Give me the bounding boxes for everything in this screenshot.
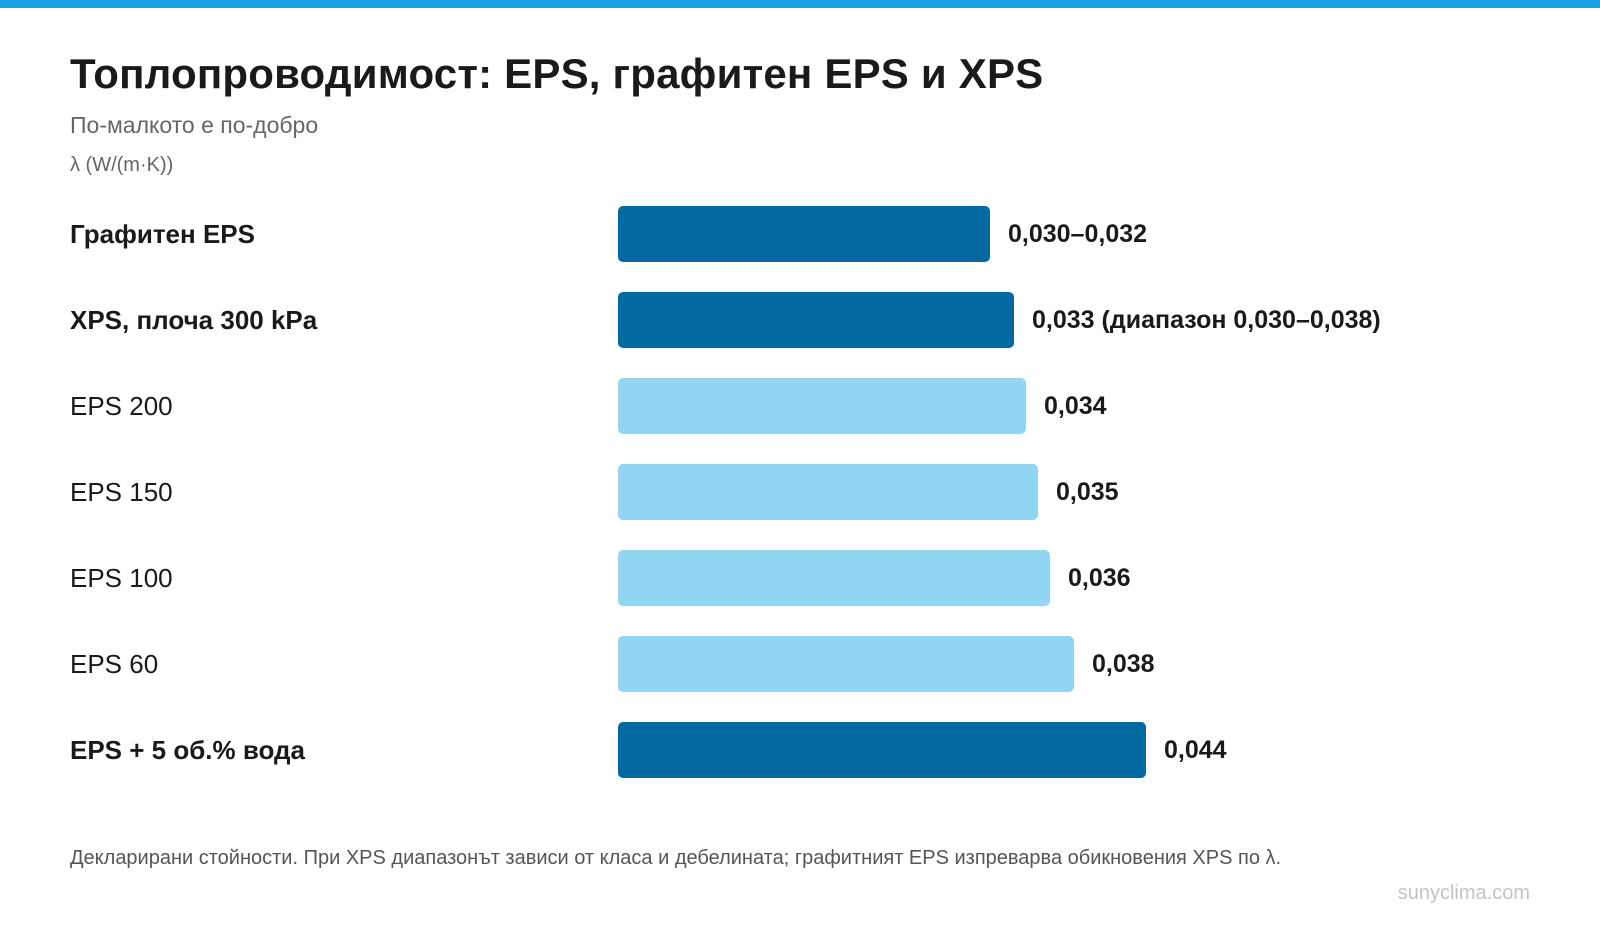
value-label: 0,030–0,032	[1008, 220, 1147, 248]
bar	[618, 550, 1050, 606]
unit-label: λ (W/(m·K))	[70, 154, 174, 176]
bar	[618, 464, 1038, 520]
category-label: EPS 60	[70, 649, 158, 679]
top-accent-stripe	[0, 0, 1600, 8]
bar-chart: Графитен EPS 0,030–0,032 XPS, плоча 300 kP…	[70, 206, 1381, 778]
bar	[618, 378, 1026, 434]
category-label: Графитен EPS	[70, 219, 255, 249]
value-label: 0,034	[1044, 392, 1107, 420]
bar	[618, 636, 1074, 692]
watermark: sunyclima.com	[1397, 882, 1530, 904]
category-label: EPS 150	[70, 477, 173, 507]
value-label: 0,033 (диапазон 0,030–0,038)	[1032, 306, 1381, 334]
category-label: EPS 200	[70, 391, 173, 421]
chart-subtitle: По-малкото е по-добро	[70, 112, 319, 138]
category-label: EPS 100	[70, 563, 173, 593]
category-label: EPS + 5 об.% вода	[70, 735, 306, 765]
bar	[618, 292, 1014, 348]
value-label: 0,044	[1164, 736, 1227, 764]
value-label: 0,038	[1092, 650, 1155, 678]
value-label: 0,036	[1068, 564, 1131, 592]
footnote: Декларирани стойности. При XPS диапазонъ…	[70, 847, 1282, 869]
chart-title: Топлопроводимост: EPS, графитен EPS и XP…	[70, 50, 1044, 97]
bar	[618, 206, 990, 262]
category-label: XPS, плоча 300 kPa	[70, 305, 318, 335]
value-label: 0,035	[1056, 478, 1119, 506]
bar	[618, 722, 1146, 778]
